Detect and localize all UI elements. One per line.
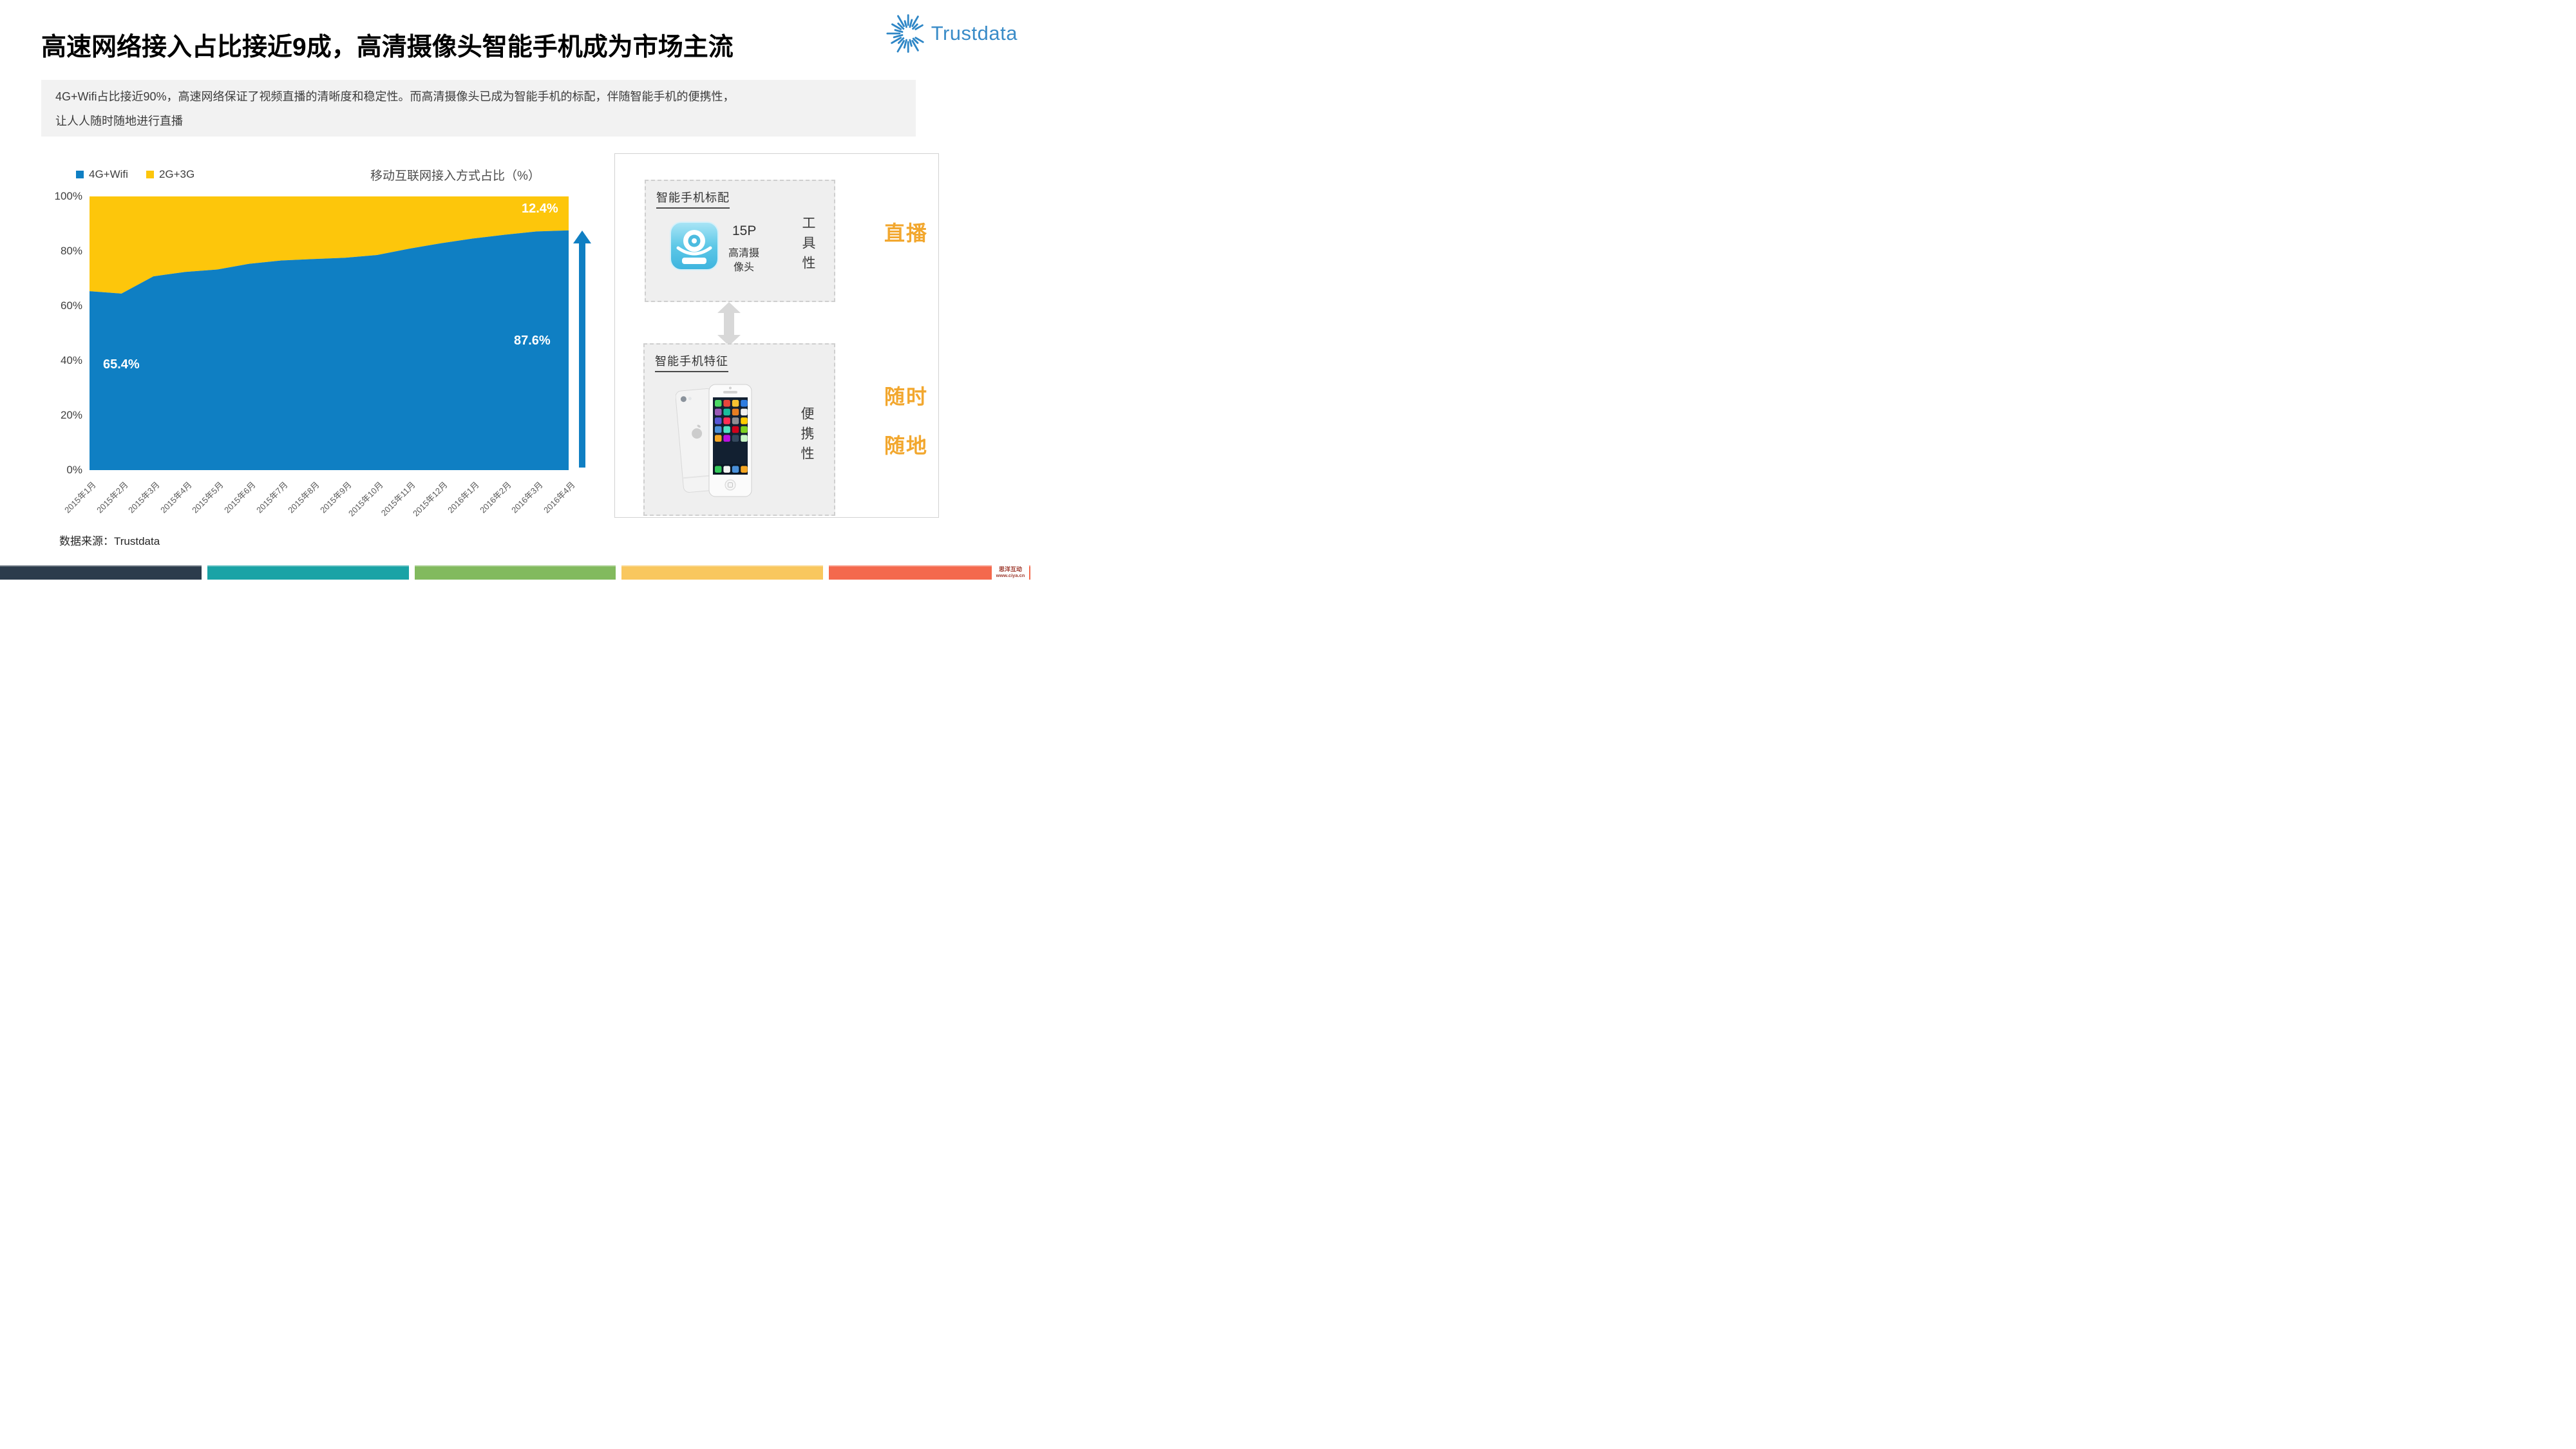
phone-feature-box: 智能手机特征 bbox=[643, 343, 835, 516]
y-axis-label: 20% bbox=[60, 409, 82, 421]
footer-bar-segment bbox=[414, 565, 616, 580]
legend-label: 2G+3G bbox=[158, 168, 195, 180]
footer-bar-segment bbox=[829, 565, 1030, 580]
legend-swatch bbox=[76, 171, 84, 178]
chart-legend: 4G+Wifi 2G+3G bbox=[76, 168, 213, 181]
x-axis-label: 2015年1月 bbox=[62, 480, 98, 515]
y-axis-label: 80% bbox=[60, 245, 82, 257]
summary-line-1: 4G+Wifi占比接近90%，高速网络保证了视频直播的清晰度和稳定性。而高清摄像… bbox=[55, 90, 735, 103]
y-axis-label: 100% bbox=[54, 190, 82, 202]
watermark-url: www.ciya.cn bbox=[996, 573, 1025, 578]
legend-item: 4G+Wifi bbox=[76, 168, 128, 181]
y-axis: 0% 20% 40% 60% 80% 100% bbox=[23, 190, 82, 476]
standard-feature-box: 智能手机标配 15P 高清摄像头 工具性 bbox=[645, 180, 835, 302]
footer-color-bar bbox=[0, 565, 1030, 580]
x-axis-label: 2015年5月 bbox=[190, 480, 226, 515]
page-title: 高速网络接入占比接近9成，高清摄像头智能手机成为市场主流 bbox=[41, 33, 734, 61]
slide: 高速网络接入占比接近9成，高清摄像头智能手机成为市场主流 bbox=[0, 0, 1030, 580]
summary-line-2: 让人人随时随地进行直播 bbox=[55, 115, 183, 128]
legend-item: 2G+3G bbox=[146, 168, 194, 181]
x-axis-label: 2015年8月 bbox=[286, 480, 321, 515]
footer-bar-segment bbox=[0, 565, 202, 580]
y-axis-label: 40% bbox=[60, 354, 82, 366]
highlight-live: 直播 bbox=[884, 222, 929, 245]
smartphone-image bbox=[676, 384, 752, 497]
vertical-label-tool: 工具性 bbox=[800, 216, 815, 276]
x-axis-label: 2015年2月 bbox=[94, 480, 130, 515]
x-axis-label: 2015年4月 bbox=[158, 480, 194, 515]
footer-bar-segment bbox=[207, 565, 409, 580]
vertical-label-portability: 便携性 bbox=[799, 406, 814, 466]
data-label-end-yellow: 12.4% bbox=[522, 202, 558, 216]
area-2g3g bbox=[90, 196, 569, 294]
summary-box: 4G+Wifi占比接近90%，高速网络保证了视频直播的清晰度和稳定性。而高清摄像… bbox=[41, 80, 916, 137]
x-axis-label: 2016年1月 bbox=[446, 480, 481, 515]
upward-trend-arrow-icon bbox=[573, 231, 591, 468]
area-series-svg bbox=[90, 196, 569, 470]
data-label-start-blue: 65.4% bbox=[103, 357, 140, 372]
x-axis-label: 2015年3月 bbox=[126, 480, 162, 515]
camera-spec-sub: 高清摄像头 bbox=[728, 248, 759, 273]
data-label-end-blue: 87.6% bbox=[514, 334, 551, 348]
box2-title: 智能手机特征 bbox=[655, 352, 728, 372]
stacked-area-chart bbox=[90, 196, 569, 470]
sunburst-icon bbox=[886, 14, 924, 53]
double-arrow-icon bbox=[717, 302, 741, 346]
x-axis-label: 2015年7月 bbox=[254, 480, 290, 515]
box1-title: 智能手机标配 bbox=[656, 189, 730, 209]
side-panel: 智能手机标配 15P 高清摄像头 工具性 bbox=[614, 153, 939, 518]
camera-spec: 15P bbox=[732, 223, 757, 238]
highlight-anytime: 随时 bbox=[884, 385, 929, 408]
x-axis-label: 2016年4月 bbox=[542, 480, 577, 515]
x-axis-label: 2015年6月 bbox=[222, 480, 258, 515]
legend-swatch bbox=[146, 171, 154, 178]
x-axis-label: 2016年3月 bbox=[509, 480, 545, 515]
x-axis-label: 2016年2月 bbox=[477, 480, 513, 515]
trustdata-logo: Trustdata bbox=[886, 8, 1018, 59]
legend-label: 4G+Wifi bbox=[89, 168, 128, 180]
footer-bar-segment bbox=[621, 565, 824, 580]
watermark: 思洋互动 www.ciya.cn bbox=[992, 565, 1029, 580]
webcam-icon bbox=[670, 222, 719, 270]
watermark-name: 思洋互动 bbox=[998, 566, 1022, 573]
area-4gwifi bbox=[90, 230, 569, 470]
chart-title: 移动互联网接入方式占比（%） bbox=[370, 169, 540, 183]
y-axis-label: 0% bbox=[66, 464, 82, 476]
highlight-anywhere: 随地 bbox=[884, 434, 929, 457]
y-axis-label: 60% bbox=[60, 299, 82, 312]
data-source: 数据来源：Trustdata bbox=[59, 535, 160, 547]
logo-wordmark: Trustdata bbox=[931, 22, 1018, 44]
